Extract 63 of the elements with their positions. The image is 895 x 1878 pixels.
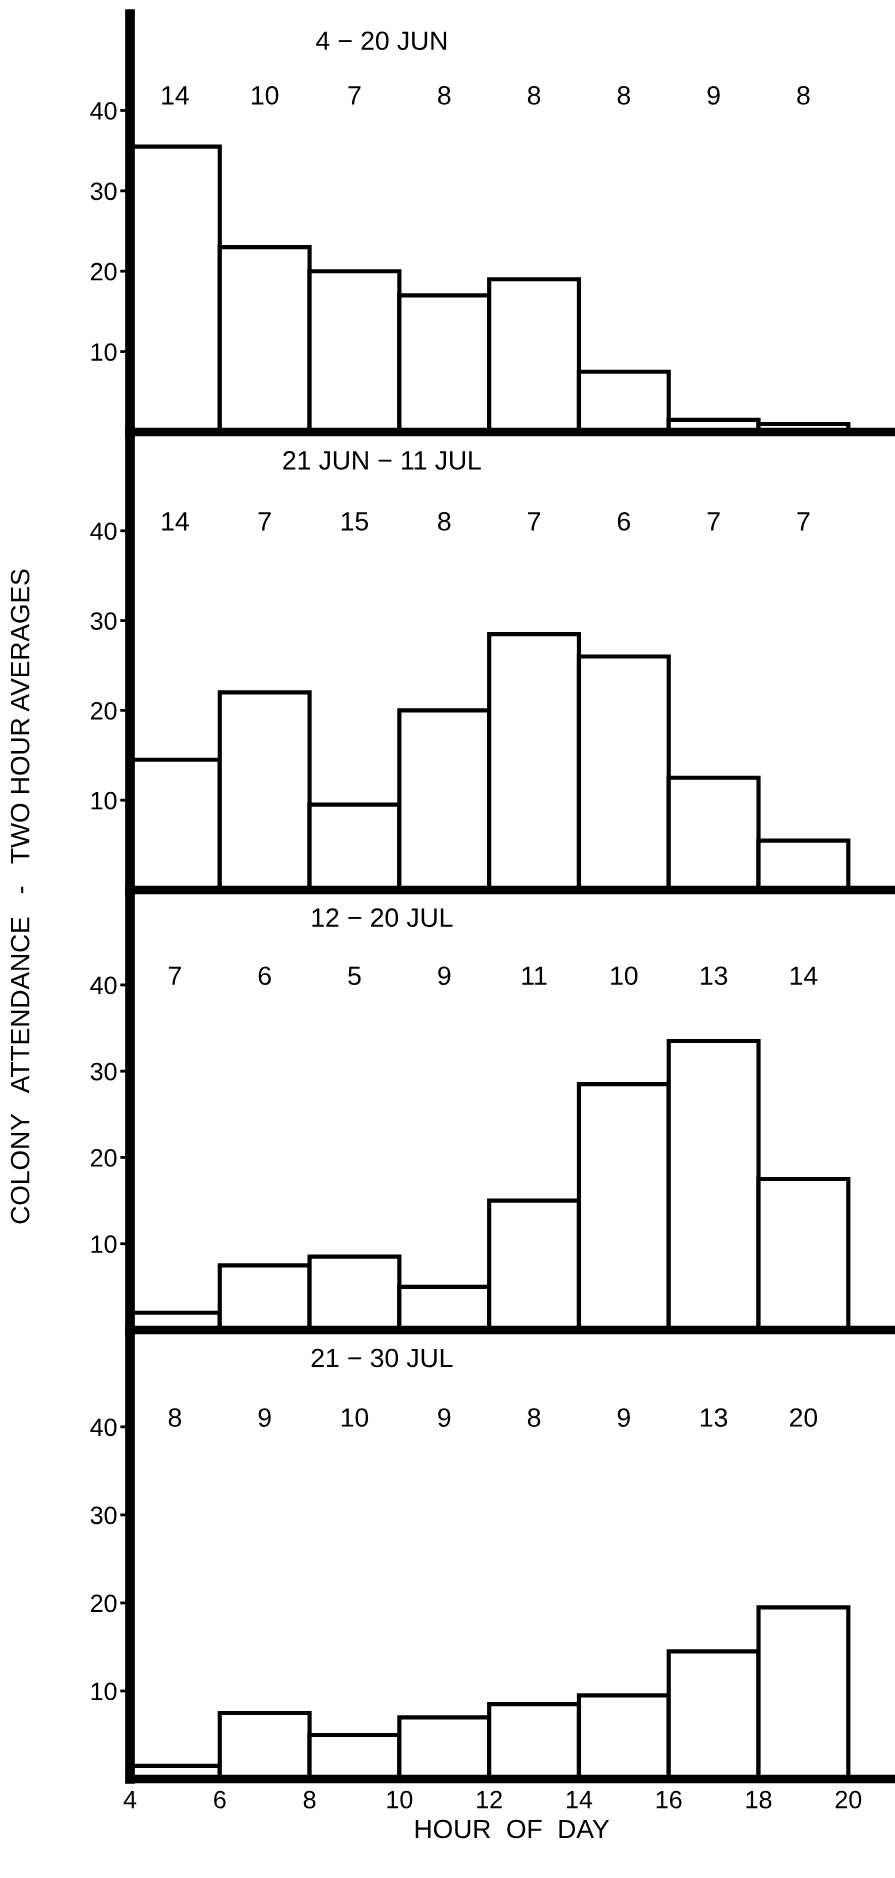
annotation: 7 <box>528 512 541 531</box>
annotation: 6 <box>617 512 631 531</box>
y-tick-label: 20 <box>90 1149 117 1167</box>
annotation: 8 <box>438 512 451 531</box>
y-tick-label: 10 <box>91 343 117 361</box>
annotation: 8 <box>438 86 451 105</box>
text: 12 − 20 JUL <box>312 908 453 927</box>
y-tick-label: 10 <box>91 1235 117 1254</box>
annotation: 8 <box>797 86 810 105</box>
x-tick-label: 16 <box>656 1790 682 1809</box>
y-tick-label: 40 <box>90 522 117 541</box>
annotation: 7 <box>797 512 810 531</box>
annotation: 9 <box>258 1408 271 1427</box>
y-tick-label: 10 <box>91 1682 117 1701</box>
annotation: 13 <box>700 966 728 986</box>
y-tick-label: 30 <box>90 612 117 630</box>
y-tick-label: 40 <box>90 1418 117 1437</box>
x-tick-label: 14 <box>566 1791 593 1809</box>
y-tick-label: 20 <box>90 1594 117 1613</box>
annotation: 8 <box>527 86 541 105</box>
annotation: 14 <box>790 966 818 985</box>
y-tick-label: 20 <box>90 262 117 281</box>
annotation: 8 <box>168 1408 182 1427</box>
text: 4 − 20 JUN <box>316 31 447 51</box>
annotation: 5 <box>348 966 361 986</box>
x-tick-label: 8 <box>303 1790 316 1809</box>
annotation: 7 <box>348 86 361 105</box>
annotation: 14 <box>162 512 189 531</box>
annotation: 7 <box>168 966 181 985</box>
y-tick-label: 20 <box>90 701 117 720</box>
text: 21 JUN − 11 JUL <box>283 451 481 470</box>
annotation: 7 <box>258 512 271 531</box>
annotation: 10 <box>611 966 638 986</box>
annotation: 9 <box>617 1408 630 1427</box>
annotation: 9 <box>438 966 451 986</box>
text: 21 − 30 JUL <box>311 1348 453 1368</box>
annotation: 9 <box>707 86 720 105</box>
y-tick-label: 40 <box>90 976 117 995</box>
x-tick-label: 4 <box>123 1791 137 1809</box>
y-tick-label: 30 <box>90 1062 117 1081</box>
annotation: 10 <box>341 1408 369 1427</box>
annotation: 13 <box>700 1408 728 1427</box>
x-tick-label: 12 <box>477 1790 502 1809</box>
x-tick-label: 10 <box>387 1790 413 1809</box>
annotation: 8 <box>617 86 631 105</box>
annotation: 8 <box>527 1408 541 1427</box>
annotation: 6 <box>258 966 271 986</box>
x-axis-title: HOUR OF DAY <box>415 1819 610 1839</box>
x-tick-label: 6 <box>214 1790 226 1809</box>
annotation: 7 <box>707 512 720 531</box>
y-tick-label: 10 <box>91 791 117 810</box>
annotation: 10 <box>252 86 279 105</box>
annotation: 9 <box>438 1408 451 1427</box>
x-tick-label: 18 <box>746 1790 772 1809</box>
y-tick-label: 30 <box>90 1506 117 1525</box>
annotation: 15 <box>341 512 369 531</box>
text: COLONY ATTENDANCE - TWO HOUR AVERAGES <box>10 569 30 1224</box>
y-tick-label: 40 <box>90 102 117 120</box>
annotation: 20 <box>790 1408 818 1427</box>
x-tick-label: 20 <box>835 1790 862 1809</box>
annotation: 14 <box>162 86 189 105</box>
annotation: 11 <box>522 966 547 985</box>
y-tick-label: 30 <box>90 182 117 201</box>
